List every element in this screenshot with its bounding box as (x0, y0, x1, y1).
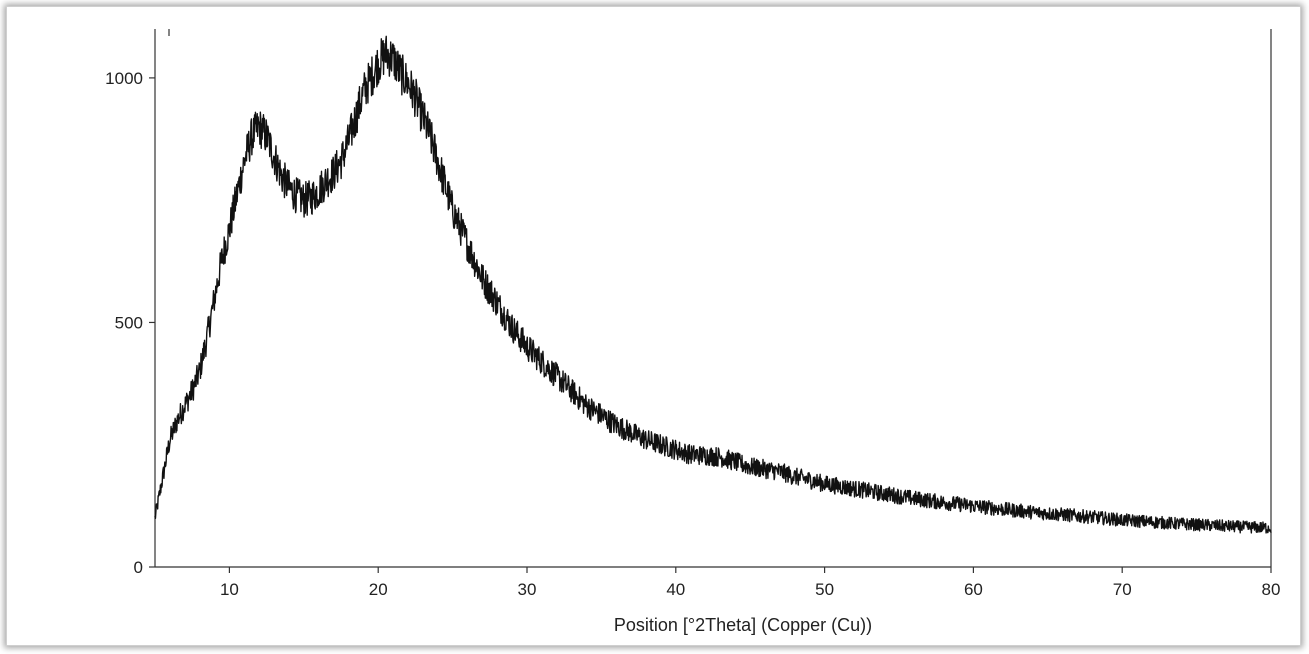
chart-ticks: 10 20 30 40 50 60 70 80 0 500 1000 (105, 69, 1280, 599)
x-tick-label: 60 (964, 580, 983, 599)
xrd-chart: 10 20 30 40 50 60 70 80 0 500 1000 Position [°2The… (105, 29, 1280, 635)
y-tick-label: 0 (134, 558, 143, 577)
chart-frame: 10 20 30 40 50 60 70 80 0 500 1000 Position [°2The… (6, 6, 1301, 646)
x-tick-label: 50 (815, 580, 834, 599)
x-tick-label: 80 (1262, 580, 1281, 599)
diffraction-trace (154, 35, 1272, 534)
x-tick-label: 40 (666, 580, 685, 599)
x-tick-label: 30 (518, 580, 537, 599)
y-tick-label: 1000 (105, 69, 143, 88)
x-axis-label: Position [°2Theta] (Copper (Cu)) (614, 615, 872, 635)
x-tick-label: 10 (220, 580, 239, 599)
x-tick-label: 70 (1113, 580, 1132, 599)
x-tick-label: 20 (369, 580, 388, 599)
chart-axes (154, 29, 1272, 568)
y-tick-label: 500 (115, 313, 143, 332)
